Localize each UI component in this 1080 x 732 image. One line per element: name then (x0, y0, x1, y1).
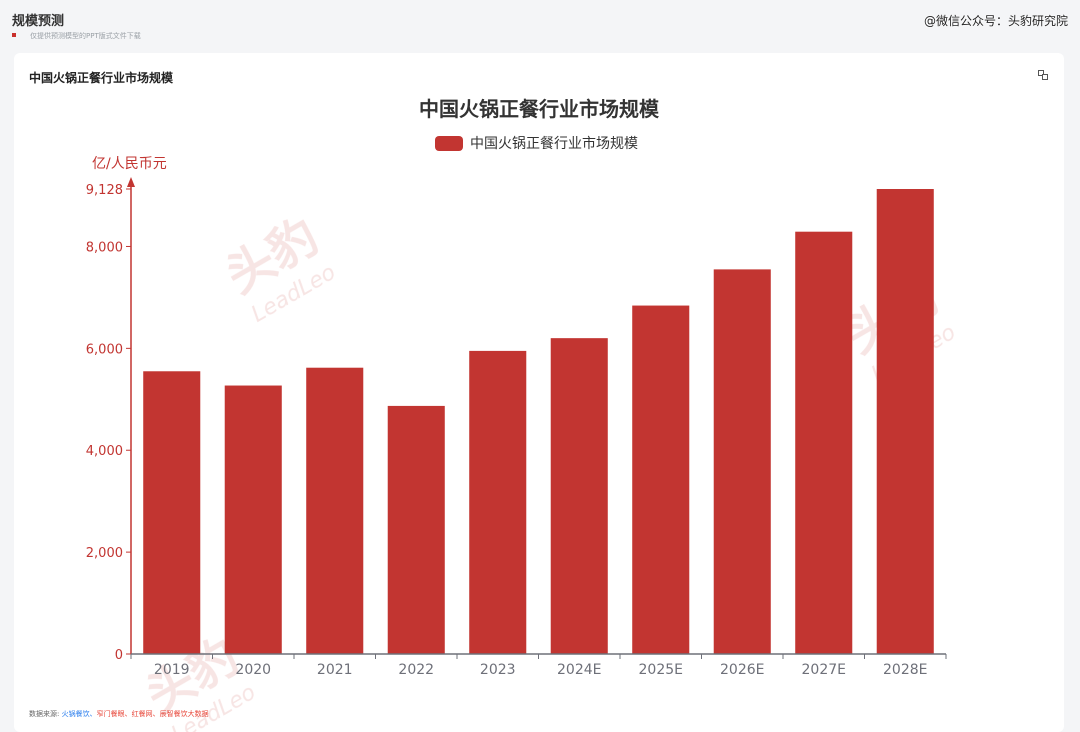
legend-swatch (435, 136, 463, 151)
x-tick-label: 2022 (398, 662, 434, 678)
y-axis-label: 亿/人民币元 (92, 156, 167, 172)
y-tick-label: 9,128 (86, 183, 123, 198)
page-subtitle: 仅提供预测模型的PPT版式文件下载 (30, 32, 141, 40)
bar (795, 231, 853, 655)
x-tick-label: 2021 (317, 662, 353, 678)
source-label: 数据来源: (29, 710, 60, 718)
x-tick-label: 2025E (639, 662, 683, 678)
expand-icon[interactable] (1038, 70, 1048, 80)
bars (143, 189, 934, 655)
y-tick-label: 8,000 (86, 240, 123, 255)
bar (143, 371, 201, 654)
y-tick-label: 2,000 (86, 546, 123, 561)
y-tick-label: 4,000 (86, 444, 123, 459)
bar (876, 189, 934, 654)
title-marker (12, 33, 16, 37)
y-axis: 0 2,000 4,000 6,000 8,000 9,128 (86, 177, 135, 663)
bar (224, 385, 282, 654)
bar (469, 350, 527, 654)
bar (632, 305, 690, 654)
x-tick-label: 2027E (802, 662, 846, 678)
x-tick-label: 2028E (883, 662, 927, 678)
x-tick-label: 2026E (720, 662, 764, 678)
legend[interactable]: 中国火锅正餐行业市场规模 (435, 135, 638, 152)
x-axis: 2019 2020 2021 2022 2023 2024E 2025E 2026E 2027E… (130, 653, 947, 678)
card-title: 中国火锅正餐行业市场规模 (29, 71, 174, 85)
data-source: 数据来源: 火锅餐饮、窄门餐眼、红餐网、辰智餐饮大数据 (29, 709, 209, 719)
bar (713, 269, 771, 654)
bar (387, 405, 445, 654)
source-item: 辰智餐饮大数据 (159, 710, 209, 718)
page-title: 规模预测 (12, 14, 65, 29)
watermark: 头豹 LeadLeo (216, 208, 340, 328)
source-item: 火锅餐饮、 (61, 710, 97, 718)
y-axis-arrow (127, 177, 135, 187)
source-item: 红餐网、 (131, 710, 160, 718)
wechat-label: @微信公众号：头豹研究院 (923, 14, 1068, 28)
bar (306, 367, 364, 654)
x-tick-label: 2023 (480, 662, 516, 678)
x-tick-label: 2020 (235, 662, 271, 678)
x-tick-label: 2019 (154, 662, 190, 678)
legend-label: 中国火锅正餐行业市场规模 (470, 135, 638, 152)
page-header: 规模预测 仅提供预测模型的PPT版式文件下载 @微信公众号：头豹研究院 (12, 10, 1068, 46)
source-item: 窄门餐眼、 (96, 710, 132, 718)
x-tick-label: 2024E (557, 662, 601, 678)
y-tick-label: 6,000 (86, 342, 123, 357)
bar (550, 338, 608, 654)
chart-title: 中国火锅正餐行业市场规模 (419, 97, 660, 121)
y-tick-label: 0 (115, 648, 123, 663)
